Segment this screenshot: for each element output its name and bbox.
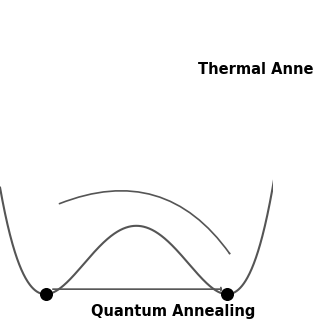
Text: Thermal Anne: Thermal Anne	[198, 61, 313, 76]
FancyArrowPatch shape	[60, 191, 230, 253]
Point	[225, 292, 230, 297]
Point	[43, 292, 48, 297]
Text: Quantum Annealing: Quantum Annealing	[91, 305, 255, 319]
